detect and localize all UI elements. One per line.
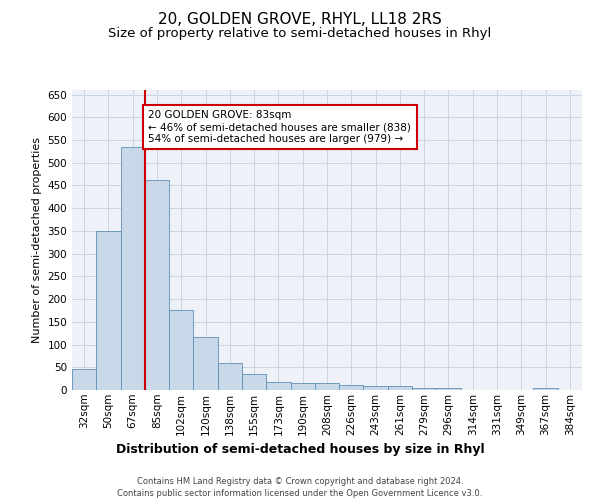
Text: Contains HM Land Registry data © Crown copyright and database right 2024.: Contains HM Land Registry data © Crown c… bbox=[137, 478, 463, 486]
Bar bbox=[121, 147, 145, 390]
Text: 20 GOLDEN GROVE: 83sqm
← 46% of semi-detached houses are smaller (838)
54% of se: 20 GOLDEN GROVE: 83sqm ← 46% of semi-det… bbox=[149, 110, 412, 144]
Bar bbox=[533, 388, 558, 390]
Y-axis label: Number of semi-detached properties: Number of semi-detached properties bbox=[32, 137, 42, 343]
Text: 20, GOLDEN GROVE, RHYL, LL18 2RS: 20, GOLDEN GROVE, RHYL, LL18 2RS bbox=[158, 12, 442, 28]
Bar bbox=[436, 388, 461, 390]
Bar bbox=[145, 180, 169, 390]
Bar bbox=[218, 363, 242, 390]
Bar bbox=[96, 232, 121, 390]
Bar bbox=[290, 383, 315, 390]
Text: Contains public sector information licensed under the Open Government Licence v3: Contains public sector information licen… bbox=[118, 489, 482, 498]
Bar bbox=[388, 386, 412, 390]
Bar bbox=[364, 386, 388, 390]
Bar bbox=[242, 374, 266, 390]
Bar bbox=[193, 338, 218, 390]
Bar bbox=[339, 386, 364, 390]
Bar bbox=[169, 310, 193, 390]
Bar bbox=[412, 388, 436, 390]
Bar bbox=[72, 369, 96, 390]
Bar bbox=[315, 383, 339, 390]
Text: Distribution of semi-detached houses by size in Rhyl: Distribution of semi-detached houses by … bbox=[116, 442, 484, 456]
Bar bbox=[266, 382, 290, 390]
Text: Size of property relative to semi-detached houses in Rhyl: Size of property relative to semi-detach… bbox=[109, 28, 491, 40]
